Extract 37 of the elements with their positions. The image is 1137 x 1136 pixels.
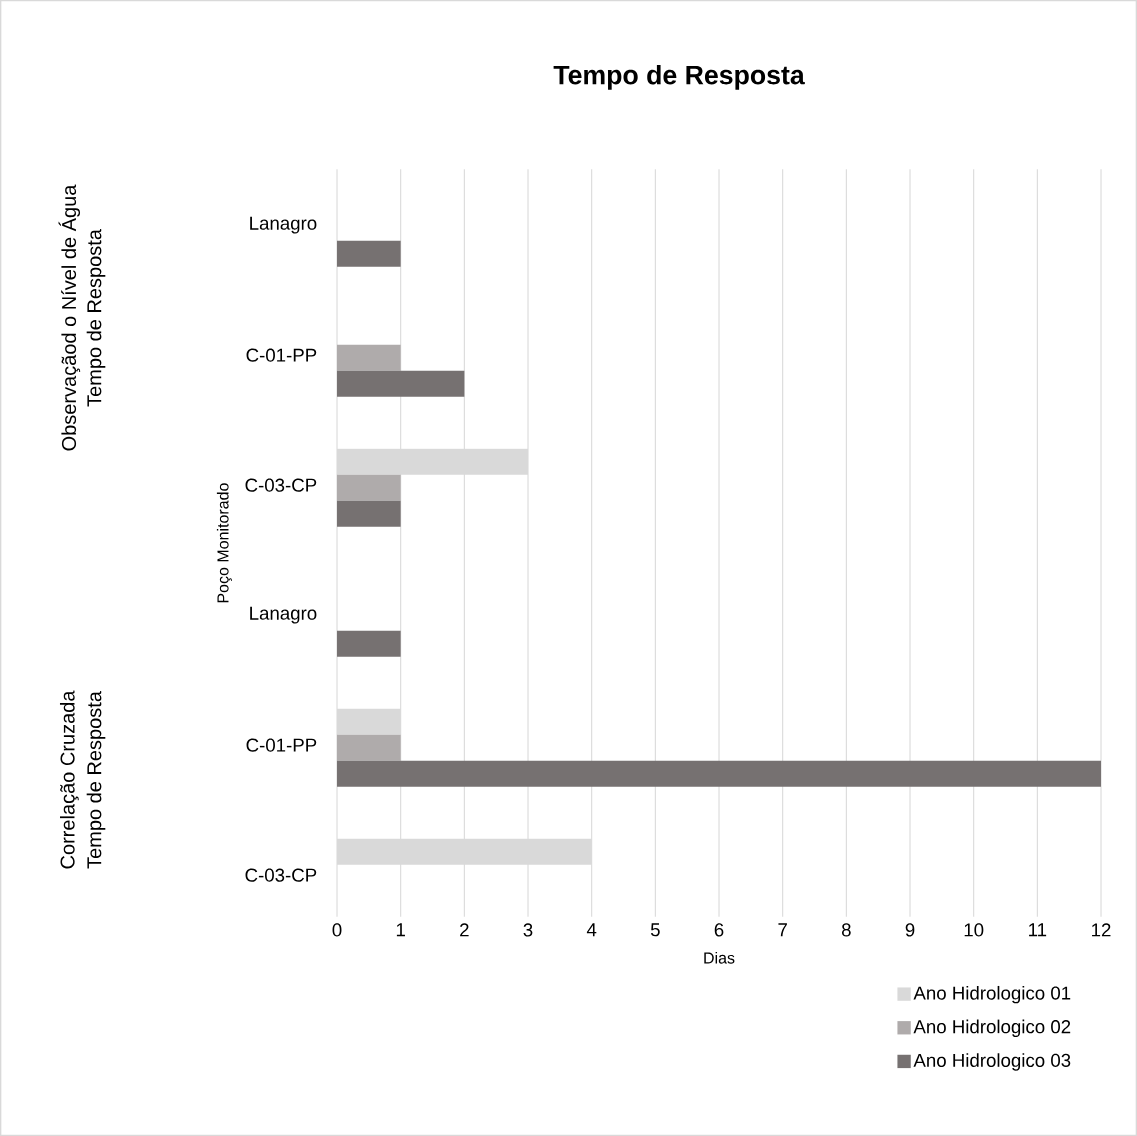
text: Observaçãod o Nível de Água xyxy=(58,184,81,451)
x-tick-label: 0 xyxy=(332,923,342,937)
y-axis-title: Poço Monitorado xyxy=(216,483,232,603)
x-tick-label: 3 xyxy=(523,923,533,937)
x-tick-label: 7 xyxy=(778,923,787,937)
x-tick-label: 5 xyxy=(650,923,660,937)
text: Tempo de Resposta xyxy=(86,691,106,869)
bar xyxy=(337,240,401,267)
bar xyxy=(337,734,401,761)
bar xyxy=(337,474,401,501)
bar xyxy=(337,630,401,657)
x-tick-label: 12 xyxy=(1092,923,1111,937)
x-axis-title: Dias xyxy=(704,951,735,964)
chart-title: Tempo de Resposta xyxy=(553,64,805,90)
text: Tempo de Resposta xyxy=(86,229,106,407)
x-tick-label: 8 xyxy=(841,923,851,937)
legend-label: Ano Hidrologico 03 xyxy=(913,1053,1071,1071)
y-tick-label: C-01-PP xyxy=(246,738,317,752)
x-tick-label: 6 xyxy=(714,923,724,937)
y-tick-label: C-03-CP xyxy=(245,478,317,492)
legend-label: Ano Hidrologico 01 xyxy=(913,985,1071,1004)
x-tick-label: 9 xyxy=(905,923,915,937)
legend-label: Ano Hidrologico 02 xyxy=(913,1019,1071,1037)
bar xyxy=(337,344,401,371)
x-tick-label: 1 xyxy=(396,923,405,937)
y-tick-label: Lanagro xyxy=(250,606,317,624)
bar xyxy=(337,370,465,397)
x-tick-label: 4 xyxy=(586,923,597,937)
x-tick-label: 11 xyxy=(1029,923,1047,937)
x-tick-label: 10 xyxy=(964,923,984,937)
bar xyxy=(337,500,401,527)
y-tick-label: Lanagro xyxy=(250,216,317,234)
x-tick-label: 2 xyxy=(460,923,469,937)
bar xyxy=(337,760,1102,787)
y-tick-label: C-01-PP xyxy=(246,348,317,362)
text: Correlação Cruzada xyxy=(59,690,79,869)
y-tick-label: C-03-CP xyxy=(245,868,317,882)
